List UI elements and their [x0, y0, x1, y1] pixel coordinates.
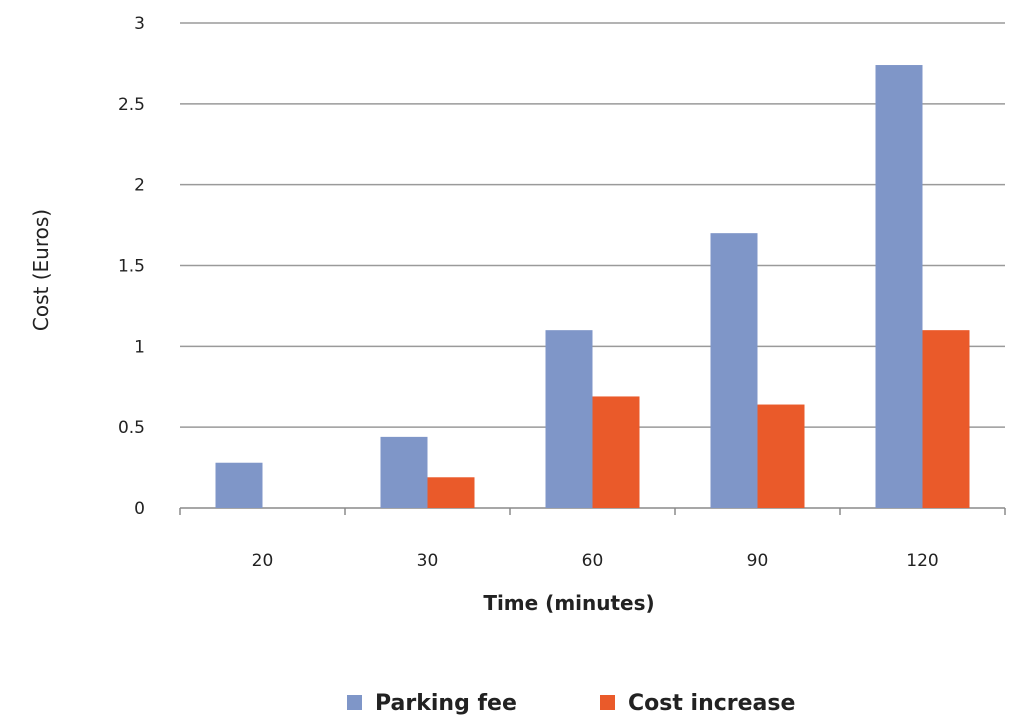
legend: Parking fee Cost increase	[347, 691, 795, 716]
gridlines	[180, 22, 1005, 428]
y-tick-label: 2.5	[118, 95, 145, 115]
bar-parking-fee	[545, 330, 593, 508]
y-tick-label: 3	[134, 14, 145, 34]
y-tick-label: 0.5	[118, 418, 145, 438]
x-axis	[179, 507, 1006, 515]
legend-item-parking-fee: Parking fee	[347, 691, 517, 716]
y-tick-label: 2	[134, 176, 145, 196]
y-tick-labels: 0 0.5 1 1.5 2 2.5 3	[118, 14, 145, 519]
y-tick-label: 1	[134, 337, 145, 357]
legend-label: Cost increase	[628, 691, 795, 716]
x-tick-label: 30	[417, 551, 439, 571]
bar-cost-increase	[427, 477, 475, 508]
x-tick-labels: 20 30 60 90 120	[252, 551, 939, 571]
y-tick-label: 0	[134, 499, 145, 519]
bar-cost-increase	[757, 404, 805, 508]
bar-parking-fee	[215, 462, 263, 508]
x-tick-label: 120	[906, 551, 938, 571]
y-tick-label: 1.5	[118, 257, 145, 277]
x-tick-label: 90	[747, 551, 769, 571]
y-axis-title: Cost (Euros)	[29, 209, 53, 331]
legend-item-cost-increase: Cost increase	[600, 691, 795, 716]
bar-cost-increase	[922, 330, 970, 508]
bars	[215, 65, 970, 509]
legend-swatch	[347, 695, 362, 710]
x-axis-title: Time (minutes)	[483, 591, 654, 615]
bar-parking-fee	[875, 65, 923, 509]
bar-cost-increase	[592, 396, 640, 508]
bar-parking-fee	[380, 436, 428, 508]
x-tick-label: 20	[252, 551, 274, 571]
bar-parking-fee	[710, 233, 758, 508]
legend-label: Parking fee	[375, 691, 517, 716]
x-tick-label: 60	[582, 551, 604, 571]
legend-swatch	[600, 695, 615, 710]
